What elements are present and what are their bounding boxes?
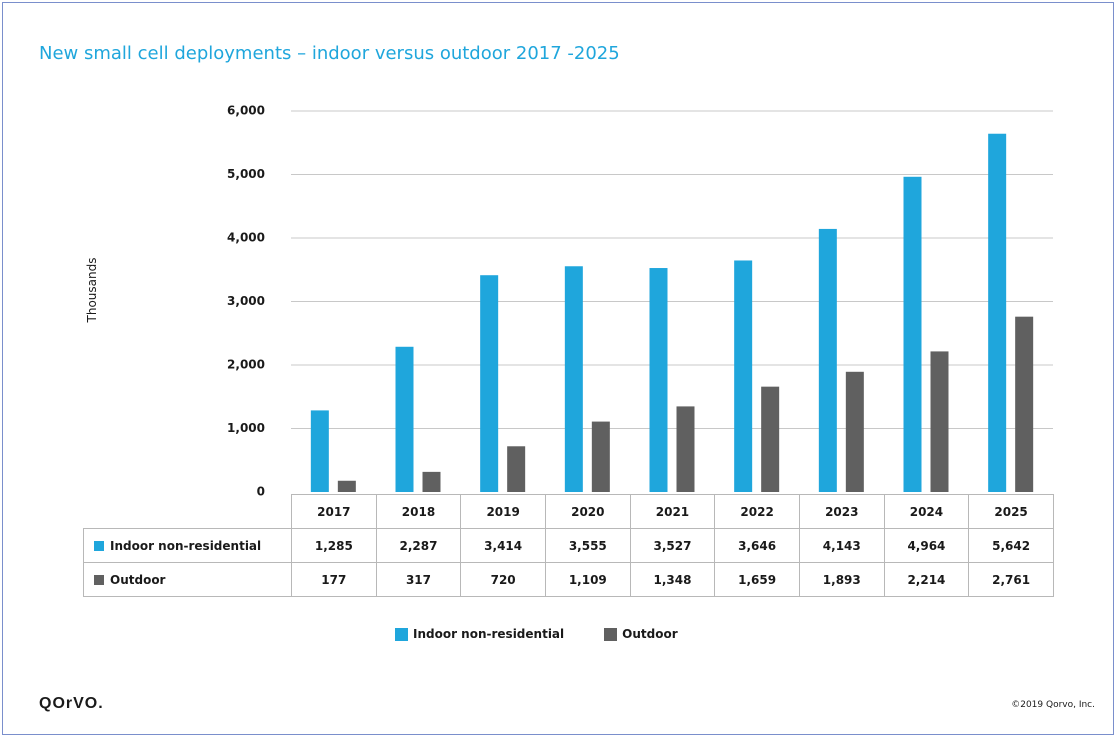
bar-outdoor-2020 — [591, 421, 610, 492]
chart-title: New small cell deployments – indoor vers… — [39, 43, 620, 64]
legend-swatch — [604, 627, 618, 641]
series-name-text: Outdoor — [110, 572, 166, 587]
bar-outdoor-2019 — [507, 446, 526, 492]
legend-item: Indoor non-residential — [395, 627, 564, 641]
series-swatch — [94, 540, 104, 551]
table-body: Indoor non-residential 1,285 2,287 3,414 3,5… — [83, 528, 1054, 597]
legend-label: Outdoor — [622, 627, 678, 641]
gridlines — [291, 110, 1053, 429]
table-series-name: Indoor non-residential — [83, 528, 292, 563]
series-swatch — [94, 574, 104, 585]
bar-outdoor-2017 — [337, 480, 356, 492]
y-axis-ticks: 0 1,000 2,000 3,000 4,000 5,000 6,000 — [227, 104, 265, 499]
bar-indoor-2019 — [480, 275, 499, 492]
legend-item: Outdoor — [604, 627, 678, 641]
table-value-cell: 317 — [375, 562, 462, 597]
legend: Indoor non-residential Outdoor — [395, 627, 678, 641]
table-value-cell: 1,893 — [798, 562, 885, 597]
table-value-cell: 2,761 — [968, 562, 1054, 597]
table-row: Indoor non-residential 1,285 2,287 3,414 3,5… — [83, 528, 1054, 563]
bars — [310, 133, 1034, 492]
table-value-cell: 1,659 — [714, 562, 800, 597]
table-value-cell: 1,109 — [544, 562, 631, 597]
y-tick-label: 2,000 — [227, 358, 265, 372]
bar-indoor-2018 — [395, 346, 414, 492]
table-value-cell: 4,143 — [798, 528, 885, 563]
table-value-cell: 1,348 — [629, 562, 716, 597]
bar-indoor-2021 — [649, 268, 668, 492]
copyright-text: ©2019 Qorvo, Inc. — [1011, 700, 1095, 710]
series-name-text: Indoor non-residential — [110, 538, 262, 553]
table-value-cell: 3,555 — [544, 528, 631, 563]
bar-outdoor-2021 — [676, 406, 695, 492]
bar-indoor-2024 — [903, 176, 922, 492]
y-tick-label: 1,000 — [227, 421, 265, 435]
qorvo-logo: QOrVO. — [39, 695, 104, 712]
bar-outdoor-2025 — [1015, 316, 1034, 492]
table-value-cell: 3,527 — [629, 528, 716, 563]
bar-indoor-2020 — [564, 266, 583, 492]
table-value-cell: 3,646 — [714, 528, 800, 563]
legend-swatch — [395, 627, 408, 641]
bar-indoor-2025 — [988, 133, 1007, 492]
bar-indoor-2022 — [734, 260, 753, 492]
y-tick-label: 0 — [257, 485, 265, 499]
table-year-header: 2022 — [714, 494, 800, 529]
table-series-name: Outdoor — [83, 562, 292, 597]
table-year-header: 2018 — [375, 494, 462, 529]
table-year-header: 2017 — [291, 494, 377, 529]
bar-outdoor-2018 — [422, 471, 441, 492]
y-tick-label: 5,000 — [227, 167, 265, 181]
table-year-header: 2021 — [629, 494, 716, 529]
table-value-cell: 4,964 — [883, 528, 970, 563]
table-value-cell: 720 — [460, 562, 546, 597]
bar-outdoor-2023 — [845, 371, 864, 492]
table-value-cell: 2,287 — [375, 528, 462, 563]
table-value-cell: 1,285 — [291, 528, 377, 563]
table-year-header: 2019 — [460, 494, 546, 529]
table-value-cell: 3,414 — [460, 528, 546, 563]
bar-indoor-2023 — [818, 228, 837, 492]
bar-outdoor-2022 — [761, 386, 780, 492]
table-year-header: 2020 — [544, 494, 631, 529]
y-tick-label: 6,000 — [227, 104, 265, 118]
table-corner — [83, 494, 292, 529]
legend-label: Indoor non-residential — [413, 627, 565, 641]
table-value-cell: 2,214 — [883, 562, 970, 597]
table-value-cell: 177 — [291, 562, 377, 597]
data-table: 2017 2018 2019 2020 2021 2022 2023 2024 2025 Ind… — [83, 494, 1054, 597]
bar-chart: 0 1,000 2,000 3,000 4,000 5,000 6,000 — [227, 104, 1053, 499]
y-tick-label: 4,000 — [227, 231, 265, 245]
table-row: Outdoor 177 317 720 1,109 1,348 1,659 1,893 2,21… — [83, 562, 1054, 597]
table-year-header: 2023 — [798, 494, 885, 529]
y-tick-label: 3,000 — [227, 294, 265, 308]
table-year-header: 2025 — [968, 494, 1054, 529]
bar-indoor-2017 — [310, 410, 329, 492]
table-value-cell: 5,642 — [968, 528, 1054, 563]
table-header-row: 2017 2018 2019 2020 2021 2022 2023 2024 2025 — [83, 494, 1054, 529]
table-year-header: 2024 — [883, 494, 970, 529]
bar-outdoor-2024 — [930, 351, 949, 492]
